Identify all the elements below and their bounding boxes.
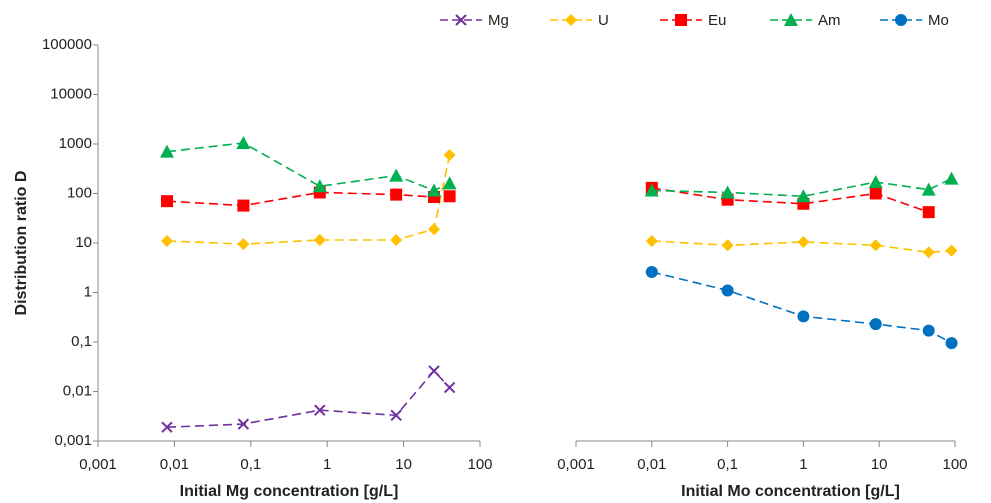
series-line [651, 271, 952, 344]
legend-label: U [598, 12, 609, 29]
series-line [651, 177, 952, 198]
legend-label: Mg [488, 12, 509, 29]
marker [797, 310, 810, 323]
legend-marker [565, 14, 577, 26]
marker [428, 365, 440, 377]
y-tick-label: 10 [75, 234, 92, 251]
marker [945, 337, 958, 350]
series-line [651, 187, 929, 213]
x-tick-label: 0,001 [557, 456, 595, 473]
series-line [166, 142, 450, 192]
x-axis-title: Initial Mo concentration [g/L] [681, 483, 900, 500]
legend-marker [455, 14, 467, 26]
marker [721, 284, 734, 297]
x-tick-label: 10 [871, 456, 888, 473]
y-tick-label: 0,01 [63, 382, 92, 399]
marker [390, 409, 402, 422]
marker [720, 185, 735, 199]
y-tick-label: 1 [84, 283, 92, 300]
marker [313, 233, 326, 246]
x-tick-label: 100 [467, 456, 492, 473]
series-line [166, 369, 451, 429]
marker [443, 148, 456, 161]
marker [945, 244, 958, 257]
marker [428, 223, 441, 236]
marker [443, 381, 456, 394]
x-tick-label: 10 [395, 456, 412, 473]
marker [237, 238, 250, 251]
marker [389, 168, 404, 182]
marker [314, 404, 326, 416]
legend-label: Eu [708, 12, 726, 29]
marker [159, 144, 174, 158]
series-line [166, 191, 450, 207]
x-axis-title: Initial Mg concentration [g/L] [180, 483, 399, 500]
x-tick-label: 0,01 [637, 456, 666, 473]
legend-marker [784, 13, 798, 26]
y-tick-label: 1000 [59, 135, 92, 152]
marker [922, 324, 935, 337]
y-tick-label: 0,001 [54, 432, 92, 449]
marker [869, 239, 882, 252]
marker [868, 175, 883, 189]
x-tick-label: 1 [799, 456, 807, 473]
marker [427, 183, 442, 197]
x-tick-label: 100 [942, 456, 967, 473]
marker [921, 182, 936, 196]
marker [869, 318, 882, 331]
marker [312, 179, 327, 193]
legend-marker [895, 14, 907, 26]
marker [442, 176, 457, 190]
marker [922, 206, 935, 219]
marker [645, 234, 658, 247]
marker [644, 183, 659, 197]
marker [390, 233, 403, 246]
marker [443, 190, 456, 203]
marker [869, 187, 882, 200]
marker [236, 135, 251, 149]
x-tick-label: 0,1 [717, 456, 738, 473]
marker [390, 188, 403, 201]
series-line [166, 154, 451, 245]
legend-label: Am [818, 12, 841, 29]
marker [237, 199, 250, 212]
y-tick-label: 10000 [50, 85, 92, 102]
marker [797, 235, 810, 248]
marker [922, 246, 935, 259]
x-tick-label: 1 [323, 456, 331, 473]
marker [796, 189, 811, 203]
x-tick-label: 0,01 [160, 456, 189, 473]
y-tick-label: 100 [67, 184, 92, 201]
marker [645, 265, 658, 278]
y-tick-label: 100000 [42, 36, 92, 53]
x-tick-label: 0,001 [79, 456, 117, 473]
legend-label: Mo [928, 12, 949, 29]
legend-marker [675, 14, 687, 26]
y-axis-title: Distribution ratio D [13, 171, 30, 316]
marker [161, 421, 173, 433]
marker [160, 195, 173, 208]
marker [944, 171, 959, 185]
y-tick-label: 0,1 [71, 333, 92, 350]
marker [721, 239, 734, 252]
marker [237, 418, 250, 430]
x-tick-label: 0,1 [240, 456, 261, 473]
marker [160, 234, 173, 247]
